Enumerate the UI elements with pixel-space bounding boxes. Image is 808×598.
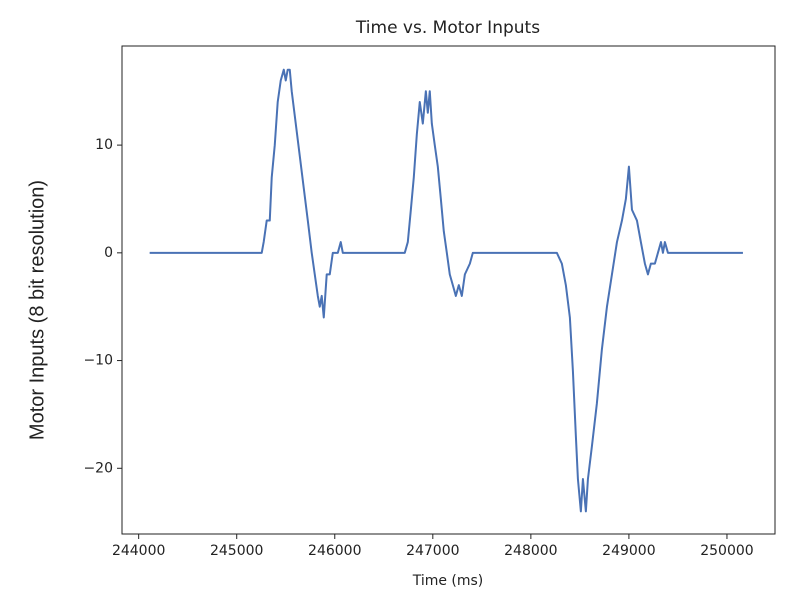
x-tick-label: 247000 (406, 543, 459, 559)
x-tick-label: 248000 (504, 543, 557, 559)
y-tick-label: −20 (83, 460, 113, 476)
data-line (149, 68, 743, 513)
x-tick-label: 244000 (112, 543, 165, 559)
x-tick-label: 246000 (308, 543, 361, 559)
y-tick-label: 0 (104, 245, 113, 261)
x-axis-label: Time (ms) (412, 573, 484, 589)
x-tick-label: 245000 (210, 543, 263, 559)
x-tick-label: 249000 (602, 543, 655, 559)
x-tick-label: 250000 (700, 543, 753, 559)
chart-title: Time vs. Motor Inputs (355, 18, 540, 38)
plot-frame (121, 45, 776, 535)
y-tick-label: 10 (95, 137, 113, 153)
y-axis-label: Motor Inputs (8 bit resolution) (26, 180, 48, 440)
y-tick-label: −10 (83, 353, 113, 369)
